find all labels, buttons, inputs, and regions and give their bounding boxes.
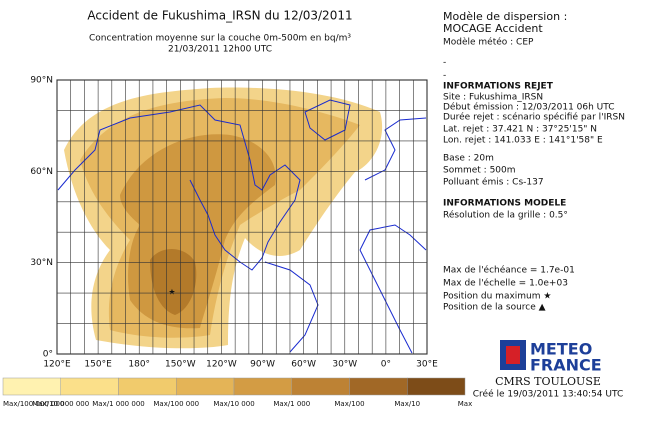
legend-swatch [233, 377, 292, 396]
legend-swatch [176, 377, 235, 396]
logo-text: FRANCE [530, 356, 602, 375]
lon-label: 30°W [332, 360, 357, 370]
legend-swatch [2, 377, 61, 396]
legend-swatch [407, 377, 466, 396]
legend-label: Max/100 000 [153, 400, 199, 408]
legend-swatch [60, 377, 119, 396]
logo-text: METEO [530, 340, 592, 359]
panel-line: Durée rejet : scénario spécifié par l'IR… [443, 112, 625, 123]
created: Créé le 19/03/2011 13:40:54 UTC [473, 389, 623, 400]
panel-line: Base : 20m [443, 154, 494, 164]
lon-label: 120°W [206, 360, 237, 370]
legend-label: Max [458, 400, 472, 408]
legend-swatch [291, 377, 350, 396]
lon-label: 150°E [84, 360, 112, 370]
coastline [57, 104, 301, 271]
legend-label: Max/1 000 [273, 400, 310, 408]
lon-label: 30°E [416, 360, 438, 370]
logo-mark [506, 346, 520, 364]
panel-line: MOCAGE Accident [443, 22, 543, 35]
panel-line: - [443, 58, 446, 68]
lon-label: 0° [381, 360, 391, 370]
coastline [359, 117, 427, 354]
lat-label: 90°N [30, 76, 53, 86]
panel-line: - [443, 71, 446, 81]
map: ★ [56, 79, 428, 355]
panel-line: Sommet : 500m [443, 166, 516, 176]
legend-label: Max/10 000 000 [32, 400, 89, 408]
title: Accident de Fukushima_IRSN du 12/03/2011 [87, 9, 352, 23]
panel-line: Lon. rejet : 141.033 E : 141°1'58" E [443, 136, 603, 146]
panel-line: Résolution de la grille : 0.5° [443, 210, 568, 221]
lon-label: 120°E [43, 360, 71, 370]
legend-swatch [118, 377, 177, 396]
legend-label: Max/10 [394, 400, 420, 408]
panel-line: Position du maximum ★ [443, 292, 551, 302]
logo-center: CMRS TOULOUSE [495, 375, 601, 388]
panel-line: Modèle météo : CEP [443, 37, 534, 48]
panel-line: INFORMATIONS MODELE [443, 199, 566, 209]
lon-label: 150°W [165, 360, 196, 370]
subtitle: Concentration moyenne sur la couche 0m-5… [89, 34, 351, 44]
lon-label: 60°W [291, 360, 316, 370]
panel-line: Modèle de dispersion : [443, 10, 567, 23]
maximum-marker: ★ [168, 288, 175, 297]
coastline [264, 261, 319, 353]
lat-label: 60°N [30, 167, 53, 177]
legend-label: Max/10 000 [213, 400, 254, 408]
panel-line: Site : Fukushima_IRSN [443, 93, 543, 103]
lon-label: 180° [128, 360, 150, 370]
panel-line: Position de la source ▲ [443, 303, 546, 313]
plume-core [150, 248, 197, 315]
legend-label: Max/1 000 000 [92, 400, 144, 408]
logo: METEO FRANCE CMRS TOULOUSE Créé le 19/03… [473, 340, 623, 400]
legend-label: Max/100 [334, 400, 364, 408]
panel-line: Max de l'échéance = 1.7e-01 [443, 265, 575, 276]
lon-label: 90°W [250, 360, 275, 370]
panel-line: INFORMATIONS REJET [443, 82, 554, 92]
panel-line: Polluant émis : Cs-137 [443, 177, 544, 188]
lat-label: 30°N [30, 258, 53, 268]
panel-line: Max de l'échelle = 1.0e+03 [443, 278, 568, 289]
panel-line: Lat. rejet : 37.421 N : 37°25'15" N [443, 125, 597, 135]
lat-label: 0° [43, 350, 53, 360]
legend-swatch [349, 377, 408, 396]
panel-line: Début émission : 12/03/2011 06h UTC [443, 102, 615, 113]
date: 21/03/2011 12h00 UTC [168, 45, 272, 55]
legend-label: Max/100 000 000 [3, 400, 64, 408]
